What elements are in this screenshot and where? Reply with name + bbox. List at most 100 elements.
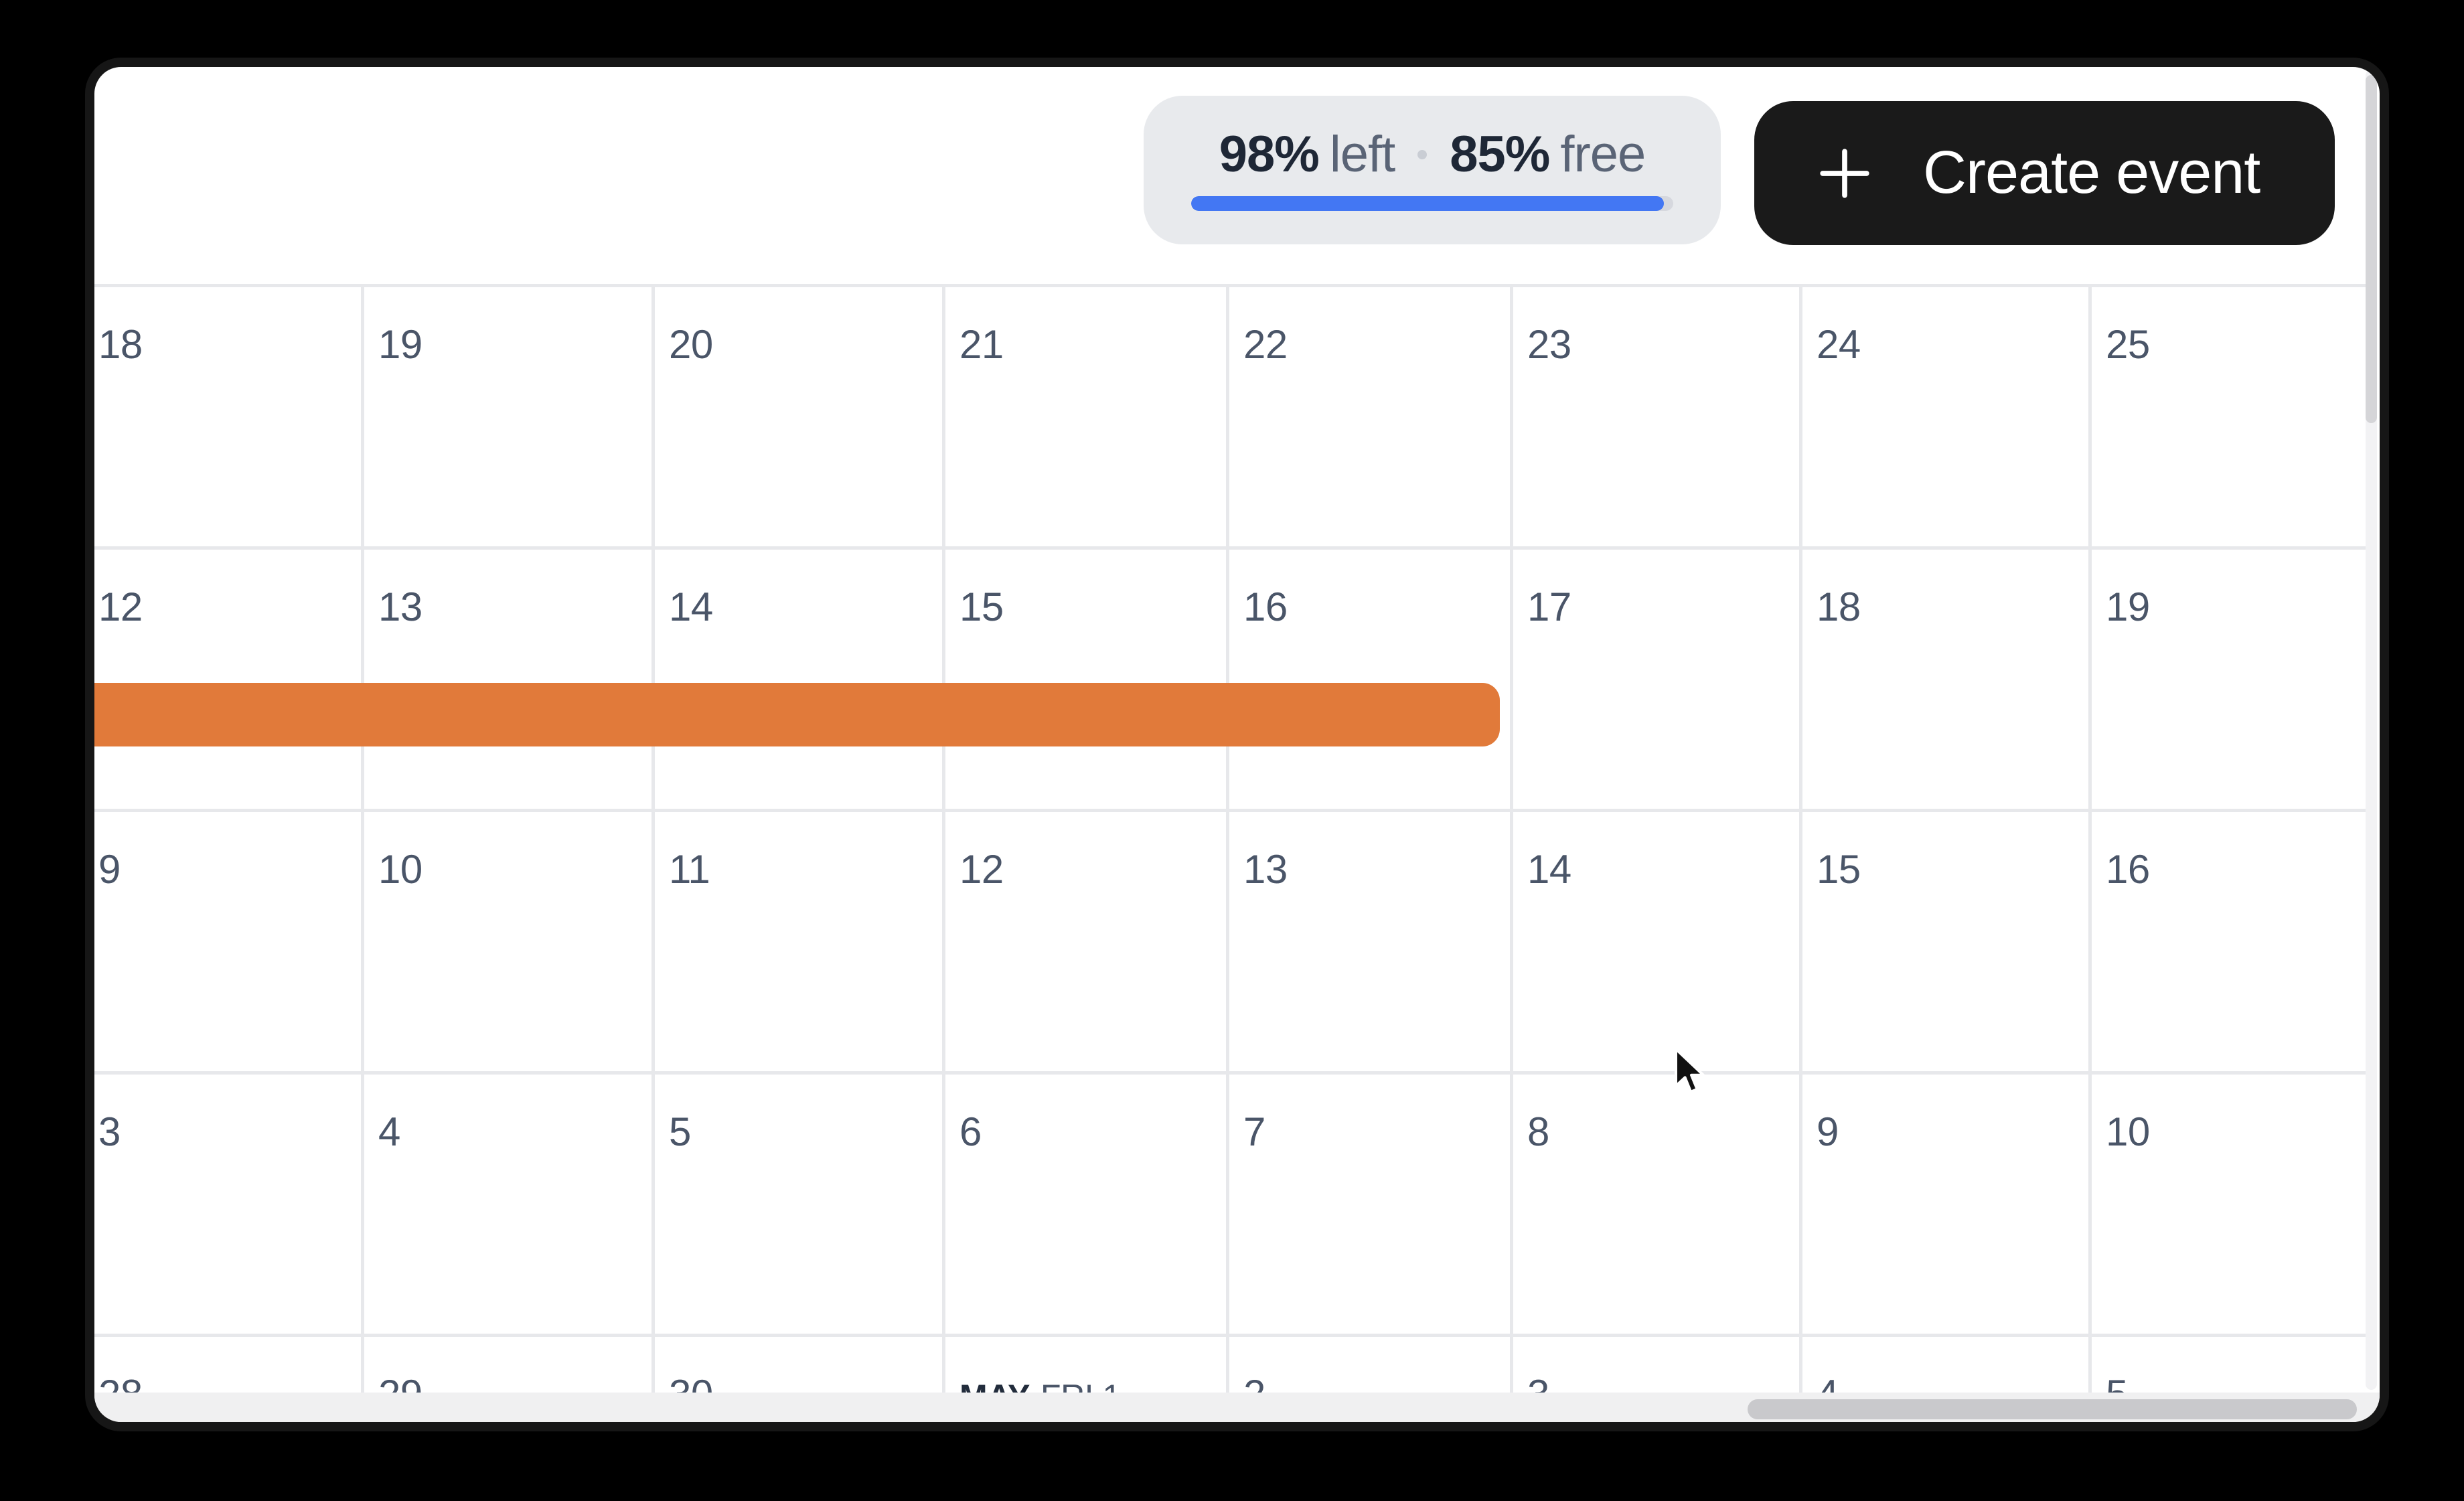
calendar-cell[interactable]: 15 — [942, 546, 1226, 809]
date-label: 8 — [1527, 1109, 1549, 1154]
date-label: 12 — [959, 847, 1004, 892]
calendar-cell[interactable]: 8 — [1510, 1071, 1799, 1334]
date-label: 17 — [1527, 584, 1571, 629]
calendar-cell[interactable]: 7 — [1226, 1071, 1510, 1334]
calendar-cell[interactable]: 25 — [2088, 284, 2374, 546]
date-label: 12 — [98, 584, 143, 629]
plus-icon — [1820, 148, 1869, 198]
date-label: 24 — [1817, 322, 1861, 367]
calendar-cell[interactable]: 3 — [1510, 1334, 1799, 1393]
date-label: 4 — [378, 1109, 400, 1154]
date-label: 16 — [1243, 584, 1288, 629]
calendar-cell[interactable]: 15 — [1799, 809, 2088, 1071]
calendar-cell[interactable]: 13 — [1226, 809, 1510, 1071]
calendar-cell[interactable]: 11 — [651, 809, 942, 1071]
calendar-cell[interactable]: 16 — [1226, 546, 1510, 809]
calendar-cell[interactable]: MAY FRI 1 — [942, 1334, 1226, 1393]
calendar-cell[interactable]: 12 — [94, 546, 361, 809]
date-label: 25 — [2106, 322, 2150, 367]
calendar-cell[interactable]: 9 — [94, 809, 361, 1071]
calendar-cell[interactable]: 10 — [2088, 1071, 2374, 1334]
calendar-cell[interactable]: 23 — [1510, 284, 1799, 546]
mouse-cursor — [1673, 1047, 1707, 1101]
calendar-cell[interactable]: 14 — [1510, 809, 1799, 1071]
date-label: 3 — [1527, 1372, 1549, 1393]
calendar-cell[interactable]: 5 — [2088, 1334, 2374, 1393]
calendar-cell[interactable]: 21 — [942, 284, 1226, 546]
date-label: 9 — [1817, 1109, 1839, 1154]
calendar-cell[interactable]: 18 — [1799, 546, 2088, 809]
month-label: MAY — [959, 1378, 1030, 1393]
date-label: 22 — [1243, 322, 1288, 367]
date-label: 10 — [378, 847, 422, 892]
calendar-window: 98% left 85% free Create event 18 19 20 21 2… — [85, 58, 2389, 1431]
date-label: 19 — [378, 322, 422, 367]
storage-usage-pill: 98% left 85% free — [1144, 96, 1721, 244]
calendar-cell[interactable]: 4 — [361, 1071, 651, 1334]
date-label: 30 — [669, 1372, 713, 1393]
dot-separator-icon — [1417, 150, 1428, 159]
date-label: 29 — [378, 1372, 422, 1393]
date-label: 3 — [98, 1109, 121, 1154]
date-label: FRI 1 — [1041, 1378, 1121, 1393]
date-label: 2 — [1243, 1372, 1265, 1393]
date-label: 13 — [378, 584, 422, 629]
calendar-cell[interactable]: 16 — [2088, 809, 2374, 1071]
date-label: 15 — [1817, 847, 1861, 892]
calendar-cell[interactable]: 9 — [1799, 1071, 2088, 1334]
date-label: 7 — [1243, 1109, 1265, 1154]
date-label: 9 — [98, 847, 121, 892]
date-label: 6 — [959, 1109, 982, 1154]
calendar-cell[interactable]: 22 — [1226, 284, 1510, 546]
left-percent-label: left — [1329, 126, 1395, 183]
calendar-cell[interactable]: 5 — [651, 1071, 942, 1334]
date-label: 21 — [959, 322, 1004, 367]
date-label: 18 — [1817, 584, 1861, 629]
date-label: 20 — [669, 322, 713, 367]
calendar-cell[interactable]: 19 — [361, 284, 651, 546]
date-label: 13 — [1243, 847, 1288, 892]
left-percent-value: 98% — [1219, 126, 1320, 183]
event-bar[interactable] — [94, 683, 1500, 746]
date-label: 14 — [1527, 847, 1571, 892]
usage-progress-fill — [1191, 196, 1664, 211]
horizontal-scrollbar-thumb[interactable] — [1748, 1399, 2357, 1419]
create-event-button[interactable]: Create event — [1754, 101, 2335, 245]
date-label: 19 — [2106, 584, 2150, 629]
calendar-cell[interactable]: 17 — [1510, 546, 1799, 809]
free-percent-label: free — [1560, 126, 1646, 183]
calendar-cell[interactable]: 18 — [94, 284, 361, 546]
calendar-cell[interactable]: 6 — [942, 1071, 1226, 1334]
date-label: 18 — [98, 322, 143, 367]
usage-progress-track — [1191, 196, 1673, 211]
date-label: 5 — [2106, 1372, 2128, 1393]
date-label: 14 — [669, 584, 713, 629]
date-label: 15 — [959, 584, 1004, 629]
calendar-cell[interactable]: 30 — [651, 1334, 942, 1393]
calendar-cell[interactable]: 19 — [2088, 546, 2374, 809]
calendar-cell[interactable]: 4 — [1799, 1334, 2088, 1393]
calendar-grid: 18 19 20 21 22 23 24 25 12 13 14 15 16 17 18 19 9 10 11 12 1… — [94, 284, 2374, 1393]
calendar-cell[interactable]: 10 — [361, 809, 651, 1071]
calendar-cell[interactable]: 28 — [94, 1334, 361, 1393]
calendar-cell[interactable]: 24 — [1799, 284, 2088, 546]
date-label: 16 — [2106, 847, 2150, 892]
date-label: 10 — [2106, 1109, 2150, 1154]
vertical-scrollbar-thumb[interactable] — [2366, 75, 2377, 423]
calendar-cell[interactable]: 12 — [942, 809, 1226, 1071]
date-label: 4 — [1817, 1372, 1839, 1393]
date-label: 23 — [1527, 322, 1571, 367]
calendar-cell[interactable]: 20 — [651, 284, 942, 546]
calendar-cell[interactable]: 3 — [94, 1071, 361, 1334]
calendar-cell[interactable]: 2 — [1226, 1334, 1510, 1393]
free-percent-value: 85% — [1450, 126, 1550, 183]
date-label: 5 — [669, 1109, 691, 1154]
usage-text: 98% left 85% free — [1219, 129, 1646, 180]
create-event-label: Create event — [1923, 139, 2260, 206]
calendar-cell[interactable]: 14 — [651, 546, 942, 809]
calendar-cell[interactable]: 29 — [361, 1334, 651, 1393]
date-label: 11 — [669, 847, 710, 892]
calendar-cell[interactable]: 13 — [361, 546, 651, 809]
date-label: 28 — [98, 1372, 143, 1393]
